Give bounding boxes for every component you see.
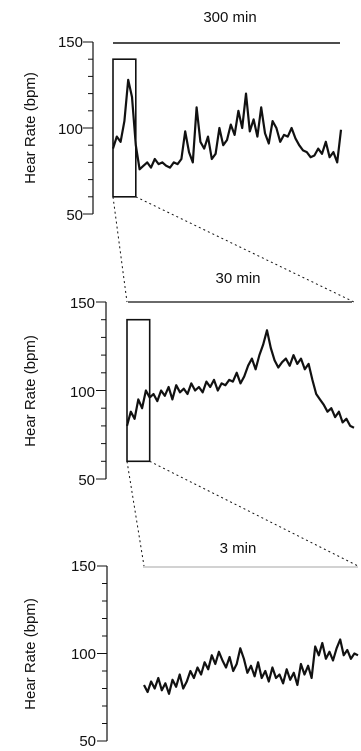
y-axis-title-panel3: Hear Rate (bpm) [22,598,39,710]
panel-3-min: 3 min Hear Rate (bpm) 150 100 50 [22,540,359,750]
duration-label-30min: 30 min [215,270,260,287]
panel-30-min: 30 min Hear Rate (bpm) 150 100 50 [22,270,355,489]
y-tick-label-100: 100 [71,646,96,663]
y-axis-panel2 [96,301,107,480]
series-panel1 [111,58,343,198]
y-tick-labels-panel1: 150 100 50 [58,34,83,224]
heart-rate-line [143,638,359,695]
y-axis-panel3 [97,565,108,742]
y-tick-label-150: 150 [70,295,95,312]
zoom-window-box [112,58,137,198]
series-panel3 [143,638,359,695]
zoom-connectors [112,196,359,567]
heart-rate-line [125,329,355,429]
zoom-window-box [126,318,151,463]
y-tick-label-100: 100 [70,384,95,401]
y-tick-label-50: 50 [78,472,95,489]
y-tick-labels-panel2: 150 100 50 [70,295,95,489]
y-axis-title-panel1: Hear Rate (bpm) [22,72,39,184]
y-tick-label-100: 100 [58,121,83,138]
duration-label-3min: 3 min [220,540,257,557]
heart-rate-line [111,78,343,171]
zoom-connector-right [149,460,359,567]
y-axis-title-panel2: Hear Rate (bpm) [22,335,39,447]
series-panel2 [125,318,355,463]
panel-300-min: 300 min Hear Rate (bpm) 150 100 50 [22,9,343,224]
zoom-connector-right [135,196,355,303]
y-tick-label-150: 150 [58,34,83,51]
duration-label-300min: 300 min [203,9,256,26]
zoom-connector-left [112,196,128,303]
y-tick-label-50: 50 [79,733,96,750]
zoom-connector-left [126,461,145,567]
y-tick-label-150: 150 [71,558,96,575]
y-tick-label-50: 50 [66,207,83,224]
y-tick-labels-panel3: 150 100 50 [71,558,96,750]
y-axis-panel1 [83,41,94,215]
